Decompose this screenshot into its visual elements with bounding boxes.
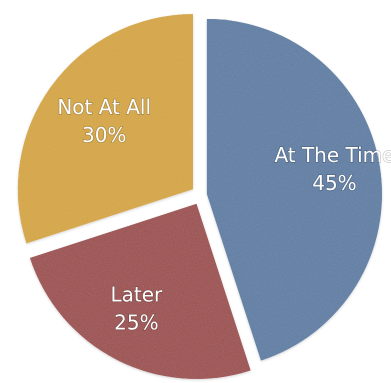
pie-value-later: 25% [114,311,158,335]
pie-value-at-the-time: 45% [312,171,356,195]
pie-slice-texture-at-the-time [206,19,382,361]
pie-label-at-the-time: At The Time [274,143,391,167]
pie-slice-texture-later [30,203,251,379]
pie-label-not-at-all: Not At All [57,95,151,119]
pie-label-later: Later [111,283,164,307]
pie-value-not-at-all: 30% [82,123,126,147]
pie-slice-texture-not-at-all [17,14,193,244]
